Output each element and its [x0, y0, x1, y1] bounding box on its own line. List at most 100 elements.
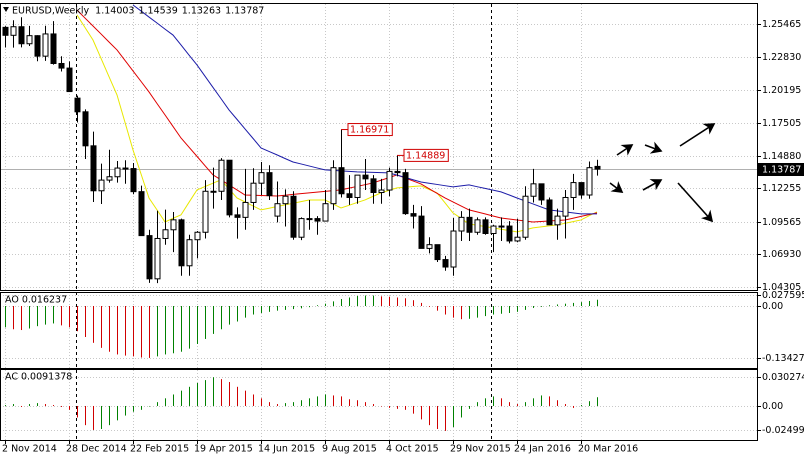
- candle-body: [402, 172, 409, 215]
- candle-body: [490, 225, 497, 234]
- candle-body: [306, 218, 313, 221]
- candle-body: [66, 67, 73, 93]
- histogram-bar: [141, 405, 142, 410]
- indicator-title: AC: [5, 372, 18, 383]
- histogram-bar: [157, 306, 158, 357]
- histogram-bar: [477, 402, 478, 406]
- histogram-bar: [29, 404, 30, 406]
- candle-body: [274, 203, 281, 217]
- histogram-bar: [437, 306, 438, 311]
- histogram-bar: [493, 306, 494, 315]
- ao-panel-frame: [0, 292, 758, 369]
- candle-body: [42, 33, 49, 57]
- candle-body: [298, 218, 305, 238]
- y-tick-label: 1.04305: [762, 282, 801, 293]
- candle-body: [562, 196, 569, 217]
- histogram-bar: [93, 405, 94, 430]
- candle-body: [10, 26, 17, 36]
- text-layer: 1.25465 1.22830 1.20195 1.17505 1.14880 1.122…: [2, 6, 804, 455]
- histogram-bar: [517, 306, 518, 312]
- histogram-bar: [109, 306, 110, 352]
- current-price-box: [758, 163, 804, 176]
- histogram-bar: [573, 302, 574, 307]
- candle-body: [130, 168, 137, 193]
- histogram-bar: [581, 302, 582, 307]
- arrow: [644, 141, 663, 154]
- histogram-bar: [61, 306, 62, 326]
- histogram-bar: [373, 295, 374, 307]
- histogram-bar: [165, 398, 166, 406]
- annotation-label: 1.16971: [350, 125, 389, 136]
- histogram-bar: [37, 403, 38, 406]
- y-tick-label: 1.20195: [762, 85, 801, 96]
- indicator-value: 0.0091378: [21, 372, 72, 383]
- candle-body: [370, 178, 377, 194]
- histogram-bar: [77, 405, 78, 418]
- candle-body: [82, 111, 89, 147]
- histogram-bar: [5, 405, 6, 406]
- histogram-bar: [429, 306, 430, 307]
- candle-body: [234, 214, 241, 218]
- x-tick-label: 29 Nov 2015: [450, 444, 511, 455]
- histogram-bar: [485, 306, 486, 317]
- main-panel-frame: [0, 3, 758, 291]
- histogram-bar: [181, 390, 182, 406]
- histogram-bar: [245, 390, 246, 406]
- y-tick-label: 0.030274: [762, 372, 804, 383]
- histogram-bar: [45, 306, 46, 325]
- histogram-bar: [525, 402, 526, 406]
- histogram-bar: [13, 404, 14, 406]
- candle-body: [514, 236, 521, 242]
- histogram-bar: [445, 405, 446, 431]
- frame-layer: [0, 3, 758, 441]
- candle-body: [530, 183, 537, 197]
- header-open: 1.14003: [95, 6, 134, 17]
- y-tick-label: 0.00: [762, 401, 783, 412]
- histogram-bar: [589, 401, 590, 406]
- histogram-bar: [557, 304, 558, 307]
- histogram-bar: [221, 379, 222, 406]
- header-triangle: [3, 7, 9, 12]
- candle-body: [18, 26, 25, 45]
- histogram-bar: [493, 396, 494, 406]
- histogram-bar: [253, 394, 254, 406]
- histogram-bar: [37, 306, 38, 327]
- candle-body: [170, 219, 177, 231]
- histogram-bar: [469, 306, 470, 319]
- candle-body: [482, 219, 489, 234]
- chart-title: EURUSD,Weekly: [12, 6, 90, 17]
- candle-body: [394, 170, 401, 174]
- candle-body: [442, 259, 449, 268]
- histogram-bar: [309, 306, 310, 308]
- histogram-bar: [309, 398, 310, 406]
- candle-body: [346, 193, 353, 198]
- histogram-bar: [157, 402, 158, 406]
- histogram-bar: [277, 404, 278, 406]
- candle-body: [242, 201, 249, 218]
- histogram-bar: [405, 298, 406, 307]
- histogram-bar: [501, 306, 502, 314]
- histogram-bar: [77, 306, 78, 332]
- histogram-bar: [45, 404, 46, 406]
- histogram-bar: [549, 305, 550, 307]
- arrow: [677, 182, 714, 223]
- candle-body: [282, 195, 289, 205]
- histogram-bar: [93, 306, 94, 343]
- histogram-bar: [245, 306, 246, 318]
- y-tick-label: 0.00: [762, 301, 783, 312]
- candle-body: [114, 167, 121, 178]
- candle-body: [290, 195, 297, 238]
- histogram-bar: [341, 299, 342, 307]
- histogram-bar: [101, 405, 102, 429]
- histogram-bar: [301, 400, 302, 406]
- histogram-bar: [357, 400, 358, 406]
- histogram-bar: [101, 306, 102, 348]
- histogram-bar: [509, 402, 510, 406]
- moving-average-line: [76, 9, 598, 223]
- y-tick-label: 1.17505: [762, 118, 801, 129]
- histogram-bar: [237, 386, 238, 406]
- histogram-bar: [373, 404, 374, 406]
- candle-body: [426, 244, 433, 249]
- histogram-bar: [589, 300, 590, 307]
- histogram-bar: [285, 403, 286, 406]
